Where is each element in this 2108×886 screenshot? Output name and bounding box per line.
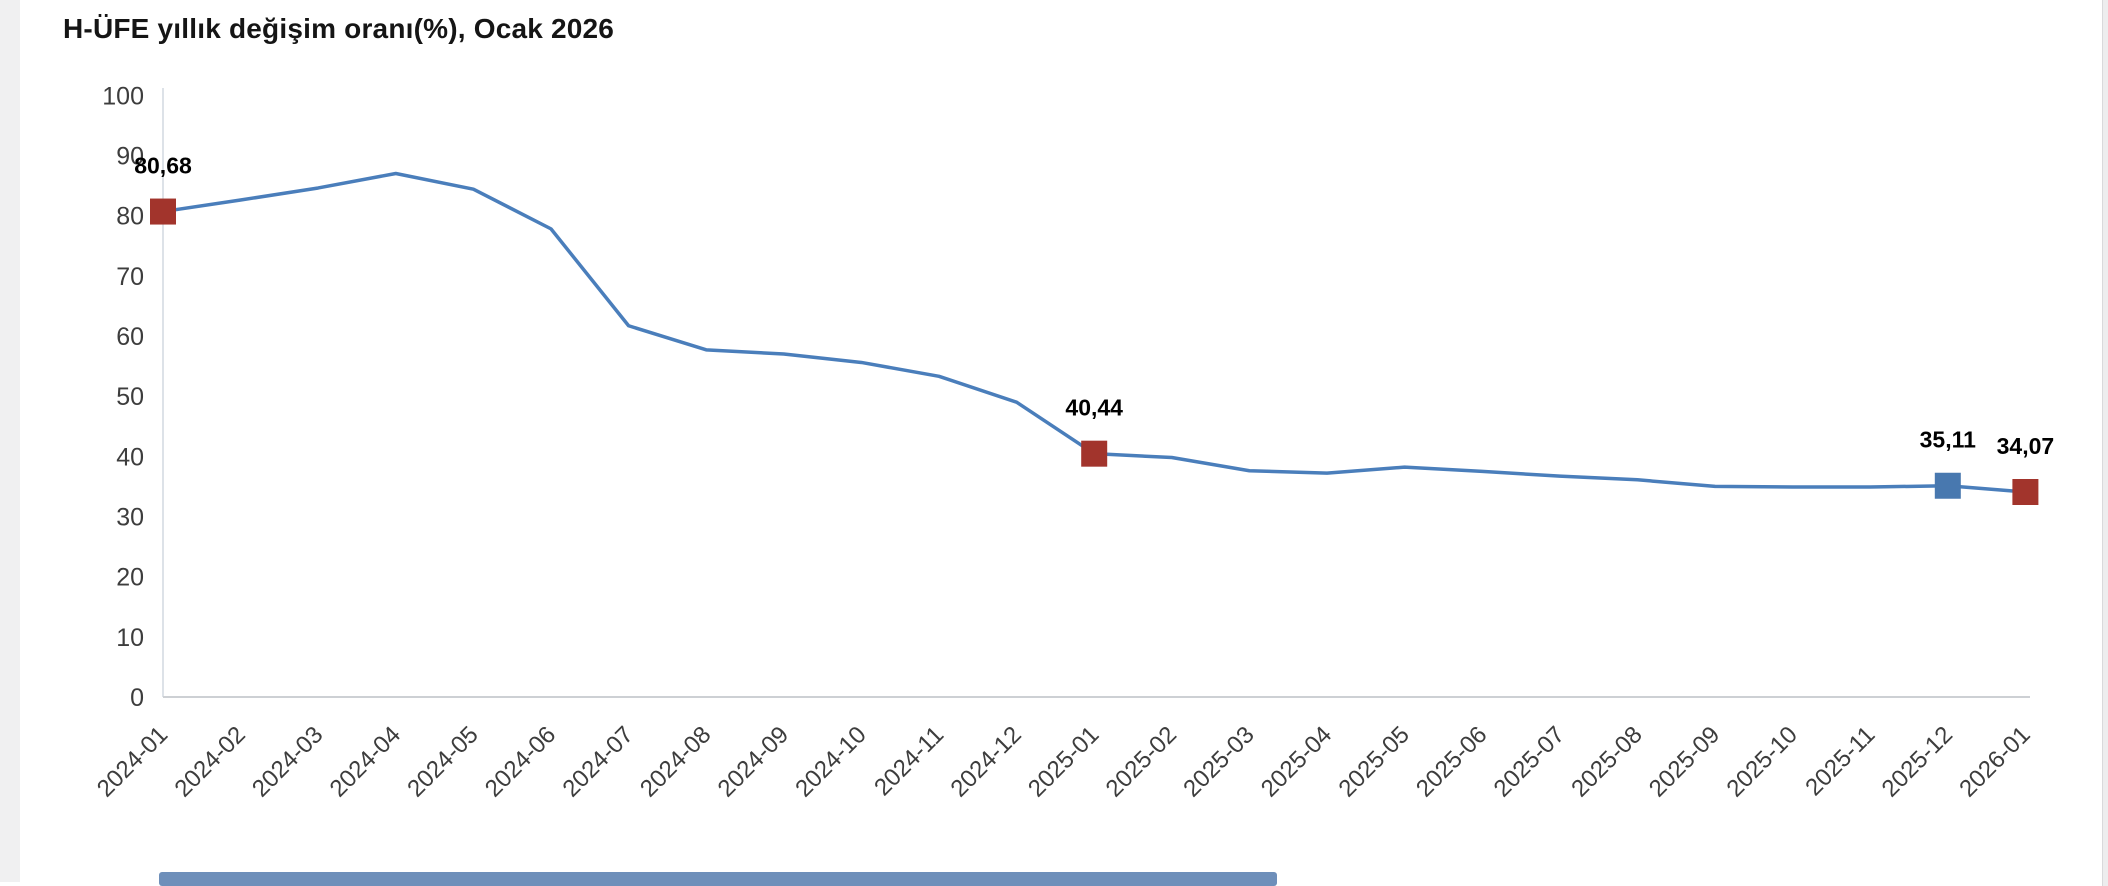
x-tick-label: 2025-05 [1333,721,1414,802]
x-tick-label: 2024-11 [869,721,949,801]
y-tick-label: 70 [116,263,144,291]
x-tick-label: 2025-07 [1489,721,1570,802]
x-tick-label: 2025-11 [1800,721,1880,801]
y-tick-label: 50 [116,383,144,411]
x-tick-label: 2025-12 [1877,721,1958,802]
y-tick-label: 60 [116,323,144,351]
point-data-label: 35,11 [1920,427,1976,453]
x-tick-label: 2025-08 [1566,721,1647,802]
y-tick-label: 40 [116,443,144,471]
highlight-marker [2012,479,2039,506]
x-tick-label: 2024-10 [790,721,871,802]
point-data-label: 34,07 [1997,433,2055,459]
x-tick-label: 2024-02 [169,721,250,802]
right-edge-strip [2102,0,2108,886]
x-tick-label: 2024-12 [945,721,1026,802]
y-tick-label: 100 [102,82,144,110]
x-tick-label: 2024-01 [92,721,173,802]
x-tick-label: 2025-01 [1023,721,1104,802]
point-data-label: 40,44 [1065,395,1123,421]
x-tick-label: 2026-01 [1954,721,2035,802]
x-tick-label: 2025-10 [1721,721,1802,802]
left-edge-strip [0,0,20,882]
x-tick-label: 2025-06 [1411,721,1492,802]
x-tick-label: 2024-03 [247,721,328,802]
chart-title: H-ÜFE yıllık değişim oranı(%), Ocak 2026 [63,13,615,44]
x-tick-label: 2024-09 [713,721,794,802]
highlight-marker [1934,472,1961,499]
y-tick-label: 30 [116,503,144,531]
y-tick-label: 20 [116,564,144,592]
x-tick-label: 2024-04 [325,721,406,802]
y-tick-label: 80 [116,203,144,231]
x-tick-label: 2025-04 [1256,721,1337,802]
highlight-marker [150,198,176,225]
x-tick-label: 2025-02 [1101,721,1182,802]
x-tick-label: 2024-05 [402,721,483,802]
horizontal-scrollbar-thumb[interactable] [159,872,1277,886]
x-tick-label: 2025-09 [1644,721,1725,802]
y-tick-label: 10 [116,624,144,652]
y-tick-label: 90 [116,142,144,170]
highlight-marker [1081,440,1108,467]
x-tick-label: 2024-08 [635,721,716,802]
x-tick-label: 2024-07 [557,721,638,802]
x-tick-label: 2024-06 [480,721,561,802]
point-data-label: 80,68 [134,153,192,179]
x-tick-label: 2025-03 [1178,721,1259,802]
y-tick-label: 0 [130,684,144,712]
